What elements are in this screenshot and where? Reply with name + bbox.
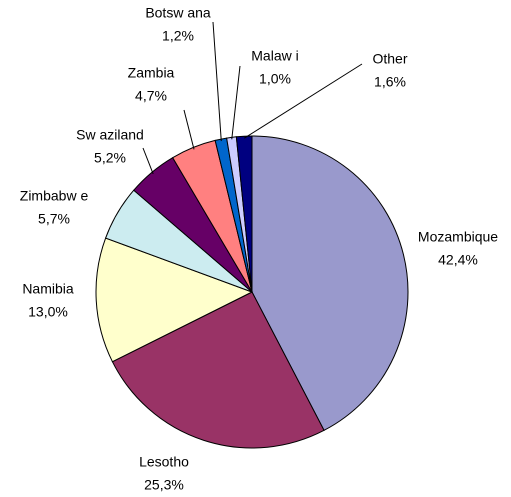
slice-value-label: 5,2% (94, 150, 126, 166)
pie-slice (235, 135, 253, 293)
slice-value-label: 1,6% (374, 74, 406, 90)
slice-value-label: 5,7% (38, 211, 70, 227)
slice-value-label: 1,2% (162, 28, 194, 44)
leader-line (142, 147, 154, 175)
slice-label: Mozambique (418, 229, 498, 245)
slice-value-label: 1,0% (259, 71, 291, 87)
leader-line (183, 109, 195, 150)
leader-line (231, 65, 241, 140)
slice-label: Sw aziland (76, 127, 144, 143)
slice-label: Lesotho (139, 454, 189, 470)
leader-line (244, 63, 363, 139)
slice-label: Malaw i (251, 48, 298, 64)
pie-slice (95, 237, 254, 363)
slice-value-label: 4,7% (135, 88, 167, 104)
slice-label: Botsw ana (145, 5, 211, 21)
slice-label: Zambia (128, 65, 175, 81)
pie-slice (251, 135, 409, 432)
slice-value-label: 13,0% (28, 304, 68, 320)
slice-label: Namibia (22, 281, 74, 297)
slice-value-label: 42,4% (438, 252, 478, 268)
slice-label: Other (372, 51, 407, 67)
leader-line (212, 21, 222, 142)
slice-label: Zimbabw e (20, 188, 89, 204)
pie-slice (111, 291, 325, 449)
slice-value-label: 25,3% (144, 477, 184, 493)
